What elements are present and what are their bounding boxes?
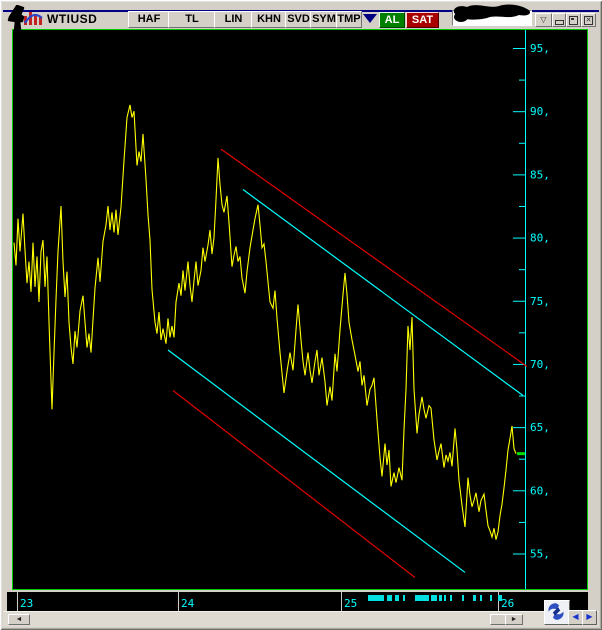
y-axis-label: 80,	[530, 232, 550, 245]
chart-pane: 95, 90, 85, 80, 75, 70, 65, 60, 55,	[12, 29, 588, 590]
minimize-icon	[554, 20, 564, 25]
trend-line-channel-upper-outer	[220, 148, 528, 367]
activity-mark	[450, 595, 452, 601]
y-axis-label: 55,	[530, 548, 550, 561]
toolbar-button-tmp[interactable]: TMP	[336, 11, 362, 28]
activity-mark	[368, 595, 384, 601]
page-right-button[interactable]: ▶	[582, 610, 597, 625]
scrollbar-thumb[interactable]	[490, 614, 506, 625]
sell-button[interactable]: SAT	[406, 12, 439, 28]
horizontal-scrollbar[interactable]: ◄ ►	[3, 611, 599, 627]
activity-mark	[462, 595, 464, 601]
toolbar-button-sym[interactable]: SYM	[310, 11, 338, 28]
page-left-button[interactable]: ◀	[568, 610, 583, 625]
price-chart-plot: 95, 90, 85, 80, 75, 70, 65, 60, 55,	[13, 30, 550, 589]
chart-app-icon	[23, 10, 44, 26]
x-axis: 23 24 25 26	[17, 592, 514, 611]
activity-mark	[403, 595, 405, 601]
activity-mark	[395, 595, 399, 601]
matriks-logo-icon	[548, 603, 564, 620]
activity-mark	[498, 595, 502, 601]
trend-line-channel-lower-outer	[172, 390, 416, 578]
minimize-button[interactable]	[552, 13, 566, 27]
symbol-label: WTIUSD	[47, 12, 98, 26]
matriks-logo-button[interactable]	[544, 600, 570, 625]
trend-line-channel-upper-inner	[242, 189, 524, 397]
trend-line-channel-lower-inner	[167, 349, 466, 573]
activity-mark	[490, 595, 492, 601]
x-axis-strip: 23 24 25 26	[7, 592, 588, 611]
toolbar-button-haf[interactable]: HAF	[128, 11, 170, 28]
y-axis-label: 60,	[530, 484, 550, 497]
x-axis-label: 24	[181, 597, 195, 610]
y-axis-label: 75,	[530, 295, 550, 308]
ink-scribble-right	[453, 4, 531, 22]
y-axis-label: 70,	[530, 358, 550, 371]
y-axis-label: 65,	[530, 421, 550, 434]
toolbar-button-tl[interactable]: TL	[168, 11, 216, 28]
activity-mark	[480, 595, 482, 601]
activity-mark	[473, 595, 476, 601]
toolbar-button-svd[interactable]: SVD	[285, 11, 312, 28]
close-button[interactable]: ✕	[581, 13, 596, 27]
last-price-marker	[517, 452, 525, 456]
scroll-right-button[interactable]: ►	[505, 614, 523, 625]
activity-mark	[431, 595, 437, 601]
price-line	[13, 104, 517, 540]
toolbar-button-khn[interactable]: KHN	[251, 11, 287, 28]
window-menu-button[interactable]: ▽	[535, 13, 552, 27]
y-axis-label: 85,	[530, 168, 550, 181]
restore-button[interactable]	[566, 13, 581, 27]
activity-mark	[387, 595, 392, 601]
chevron-down-icon[interactable]	[363, 14, 377, 23]
x-axis-label: 26	[501, 597, 514, 610]
scroll-left-button[interactable]: ◄	[8, 614, 30, 625]
activity-mark	[415, 595, 429, 601]
y-axis-label: 90,	[530, 105, 550, 118]
y-axis-label: 95,	[530, 42, 550, 55]
x-axis-label: 23	[20, 597, 33, 610]
restore-icon	[569, 16, 578, 25]
toolbar-button-lin[interactable]: LIN	[214, 11, 253, 28]
x-axis-label: 25	[344, 597, 357, 610]
activity-mark	[439, 595, 442, 601]
buy-button[interactable]: AL	[379, 12, 405, 28]
activity-mark	[444, 595, 446, 601]
close-icon: ✕	[584, 16, 593, 25]
ink-scribble-left	[7, 5, 25, 32]
